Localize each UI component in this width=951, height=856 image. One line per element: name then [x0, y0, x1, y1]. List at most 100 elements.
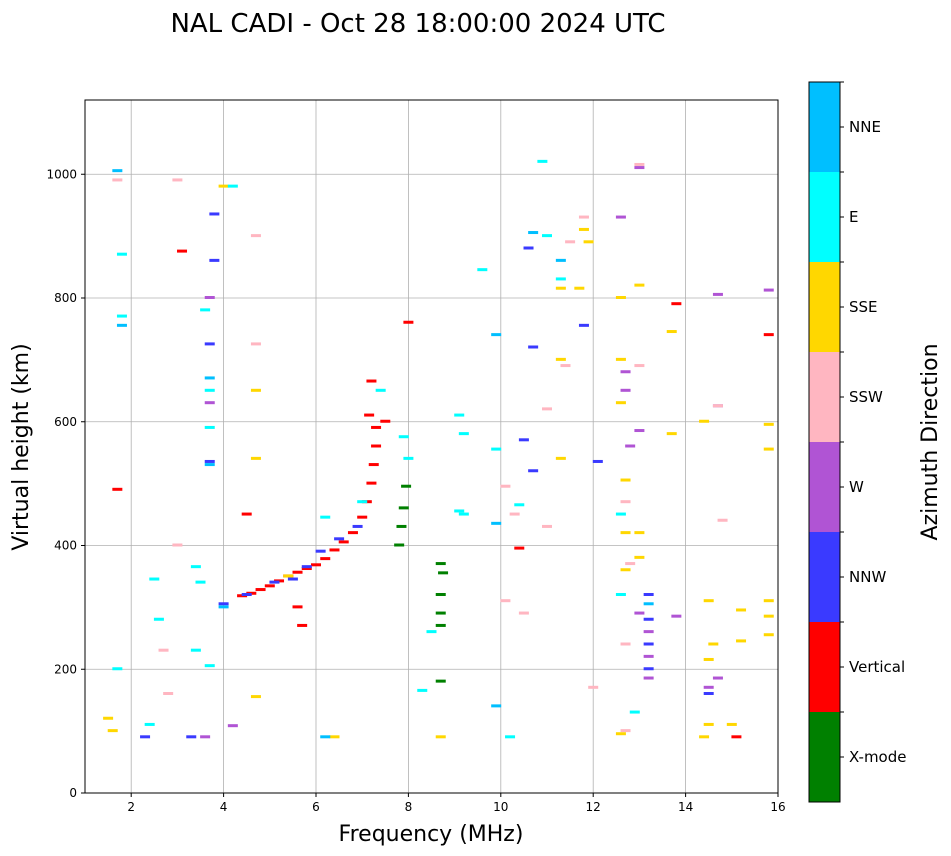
data-point-vertical [264, 584, 275, 588]
data-point-e [204, 388, 215, 392]
data-point-nnw [643, 642, 654, 646]
data-point-e [477, 268, 488, 272]
data-point-nnw [287, 577, 298, 581]
data-point-ssw [620, 729, 631, 733]
data-point-nnw [209, 212, 220, 216]
data-point-nnw [643, 667, 654, 671]
data-point-sse [708, 642, 719, 646]
data-point-nnw [209, 258, 220, 262]
data-point-sse [726, 722, 737, 726]
data-point-ssw [542, 407, 552, 411]
data-point-e [320, 515, 331, 519]
x-tick-label: 8 [405, 800, 413, 814]
data-point-e [537, 159, 548, 163]
data-point-nnw [518, 438, 529, 442]
data-point-e [357, 500, 368, 504]
data-point-sse [250, 456, 261, 460]
data-point-e [195, 580, 206, 584]
data-point-ssw [172, 178, 183, 182]
data-point-sse [583, 240, 594, 244]
data-point-ssw [634, 364, 645, 368]
data-point-nnw [643, 593, 654, 596]
data-point-w [204, 296, 215, 299]
data-point-w [625, 444, 636, 448]
data-point-vertical [371, 425, 382, 429]
data-point-ssw [518, 611, 529, 615]
data-point-nne [320, 735, 331, 739]
grid-lines [85, 100, 779, 794]
data-point-sse [763, 422, 774, 426]
data-point-w [712, 676, 723, 680]
colorbar-segment-vertical [809, 622, 840, 712]
data-point-e [629, 710, 640, 714]
data-point-vertical [763, 333, 774, 337]
data-point-nne [112, 169, 123, 173]
data-point-sse [615, 732, 626, 736]
data-point-e [398, 435, 409, 439]
data-point-sse [634, 283, 645, 287]
colorbar-tick-label: E [849, 208, 858, 226]
data-point-sse [620, 531, 631, 535]
data-point-nnw [315, 549, 326, 553]
data-point-sse [703, 657, 714, 661]
data-point-w [227, 724, 238, 728]
data-point-sse [736, 639, 747, 643]
x-axis-label: Frequency (MHz) [339, 822, 524, 847]
data-point-ssw [717, 518, 728, 522]
colorbar-frame [808, 81, 841, 803]
data-point-nnw [592, 459, 603, 463]
y-tick-label: 800 [54, 291, 77, 305]
colorbar-segment-sse [809, 262, 840, 352]
data-point-ssw [542, 524, 552, 528]
y-tick-label: 200 [54, 662, 77, 676]
data-point-e [204, 664, 215, 668]
data-point-vertical [364, 413, 375, 417]
colorbar-segment-ssw [809, 352, 840, 442]
data-point-sse [555, 357, 566, 361]
data-point-sse [555, 286, 566, 290]
data-point-sse [763, 447, 774, 451]
data-point-e [555, 277, 566, 281]
y-axis-ticks: 0 200 400 600 800 1000 [46, 167, 85, 800]
data-point-ssw [625, 562, 636, 566]
data-point-nnw [186, 735, 197, 739]
data-point-w [620, 370, 631, 374]
data-point-nnw [528, 469, 539, 473]
data-point-w [620, 388, 631, 392]
data-point-x-mode [435, 593, 446, 596]
data-point-x-mode [394, 543, 405, 547]
x-tick-label: 14 [678, 800, 693, 814]
data-point-nne [555, 258, 566, 262]
data-point-ssw [509, 512, 520, 516]
data-point-vertical [366, 379, 377, 383]
data-point-nne [116, 323, 127, 327]
data-point-e [116, 252, 127, 256]
x-tick-label: 4 [220, 800, 228, 814]
data-point-x-mode [435, 623, 446, 627]
data-point-vertical [297, 623, 308, 627]
data-point-e [149, 577, 160, 581]
data-point-nne [491, 704, 502, 708]
data-point-sse [634, 531, 645, 535]
y-tick-label: 600 [54, 415, 77, 429]
x-tick-label: 12 [586, 800, 601, 814]
data-point-vertical [320, 557, 331, 561]
data-point-e [190, 648, 201, 652]
data-point-e [454, 413, 465, 417]
x-tick-label: 16 [770, 800, 785, 814]
x-axis-ticks: 2 4 6 8 10 12 14 16 [127, 793, 786, 814]
data-point-vertical [292, 570, 303, 574]
data-point-x-mode [438, 571, 449, 575]
data-point-x-mode [401, 484, 412, 488]
data-point-vertical [301, 567, 312, 571]
data-point-ssw [578, 215, 589, 219]
data-point-ssw [158, 648, 169, 652]
colorbar: X-mode Vertical NNW W SSW SSE E NNE [809, 81, 906, 802]
data-point-vertical [514, 546, 525, 550]
colorbar-tick-label: SSW [849, 388, 883, 406]
data-point-w [615, 215, 626, 219]
data-point-e [505, 735, 516, 739]
data-point-ssw [163, 692, 174, 695]
data-point-sse [103, 716, 114, 720]
